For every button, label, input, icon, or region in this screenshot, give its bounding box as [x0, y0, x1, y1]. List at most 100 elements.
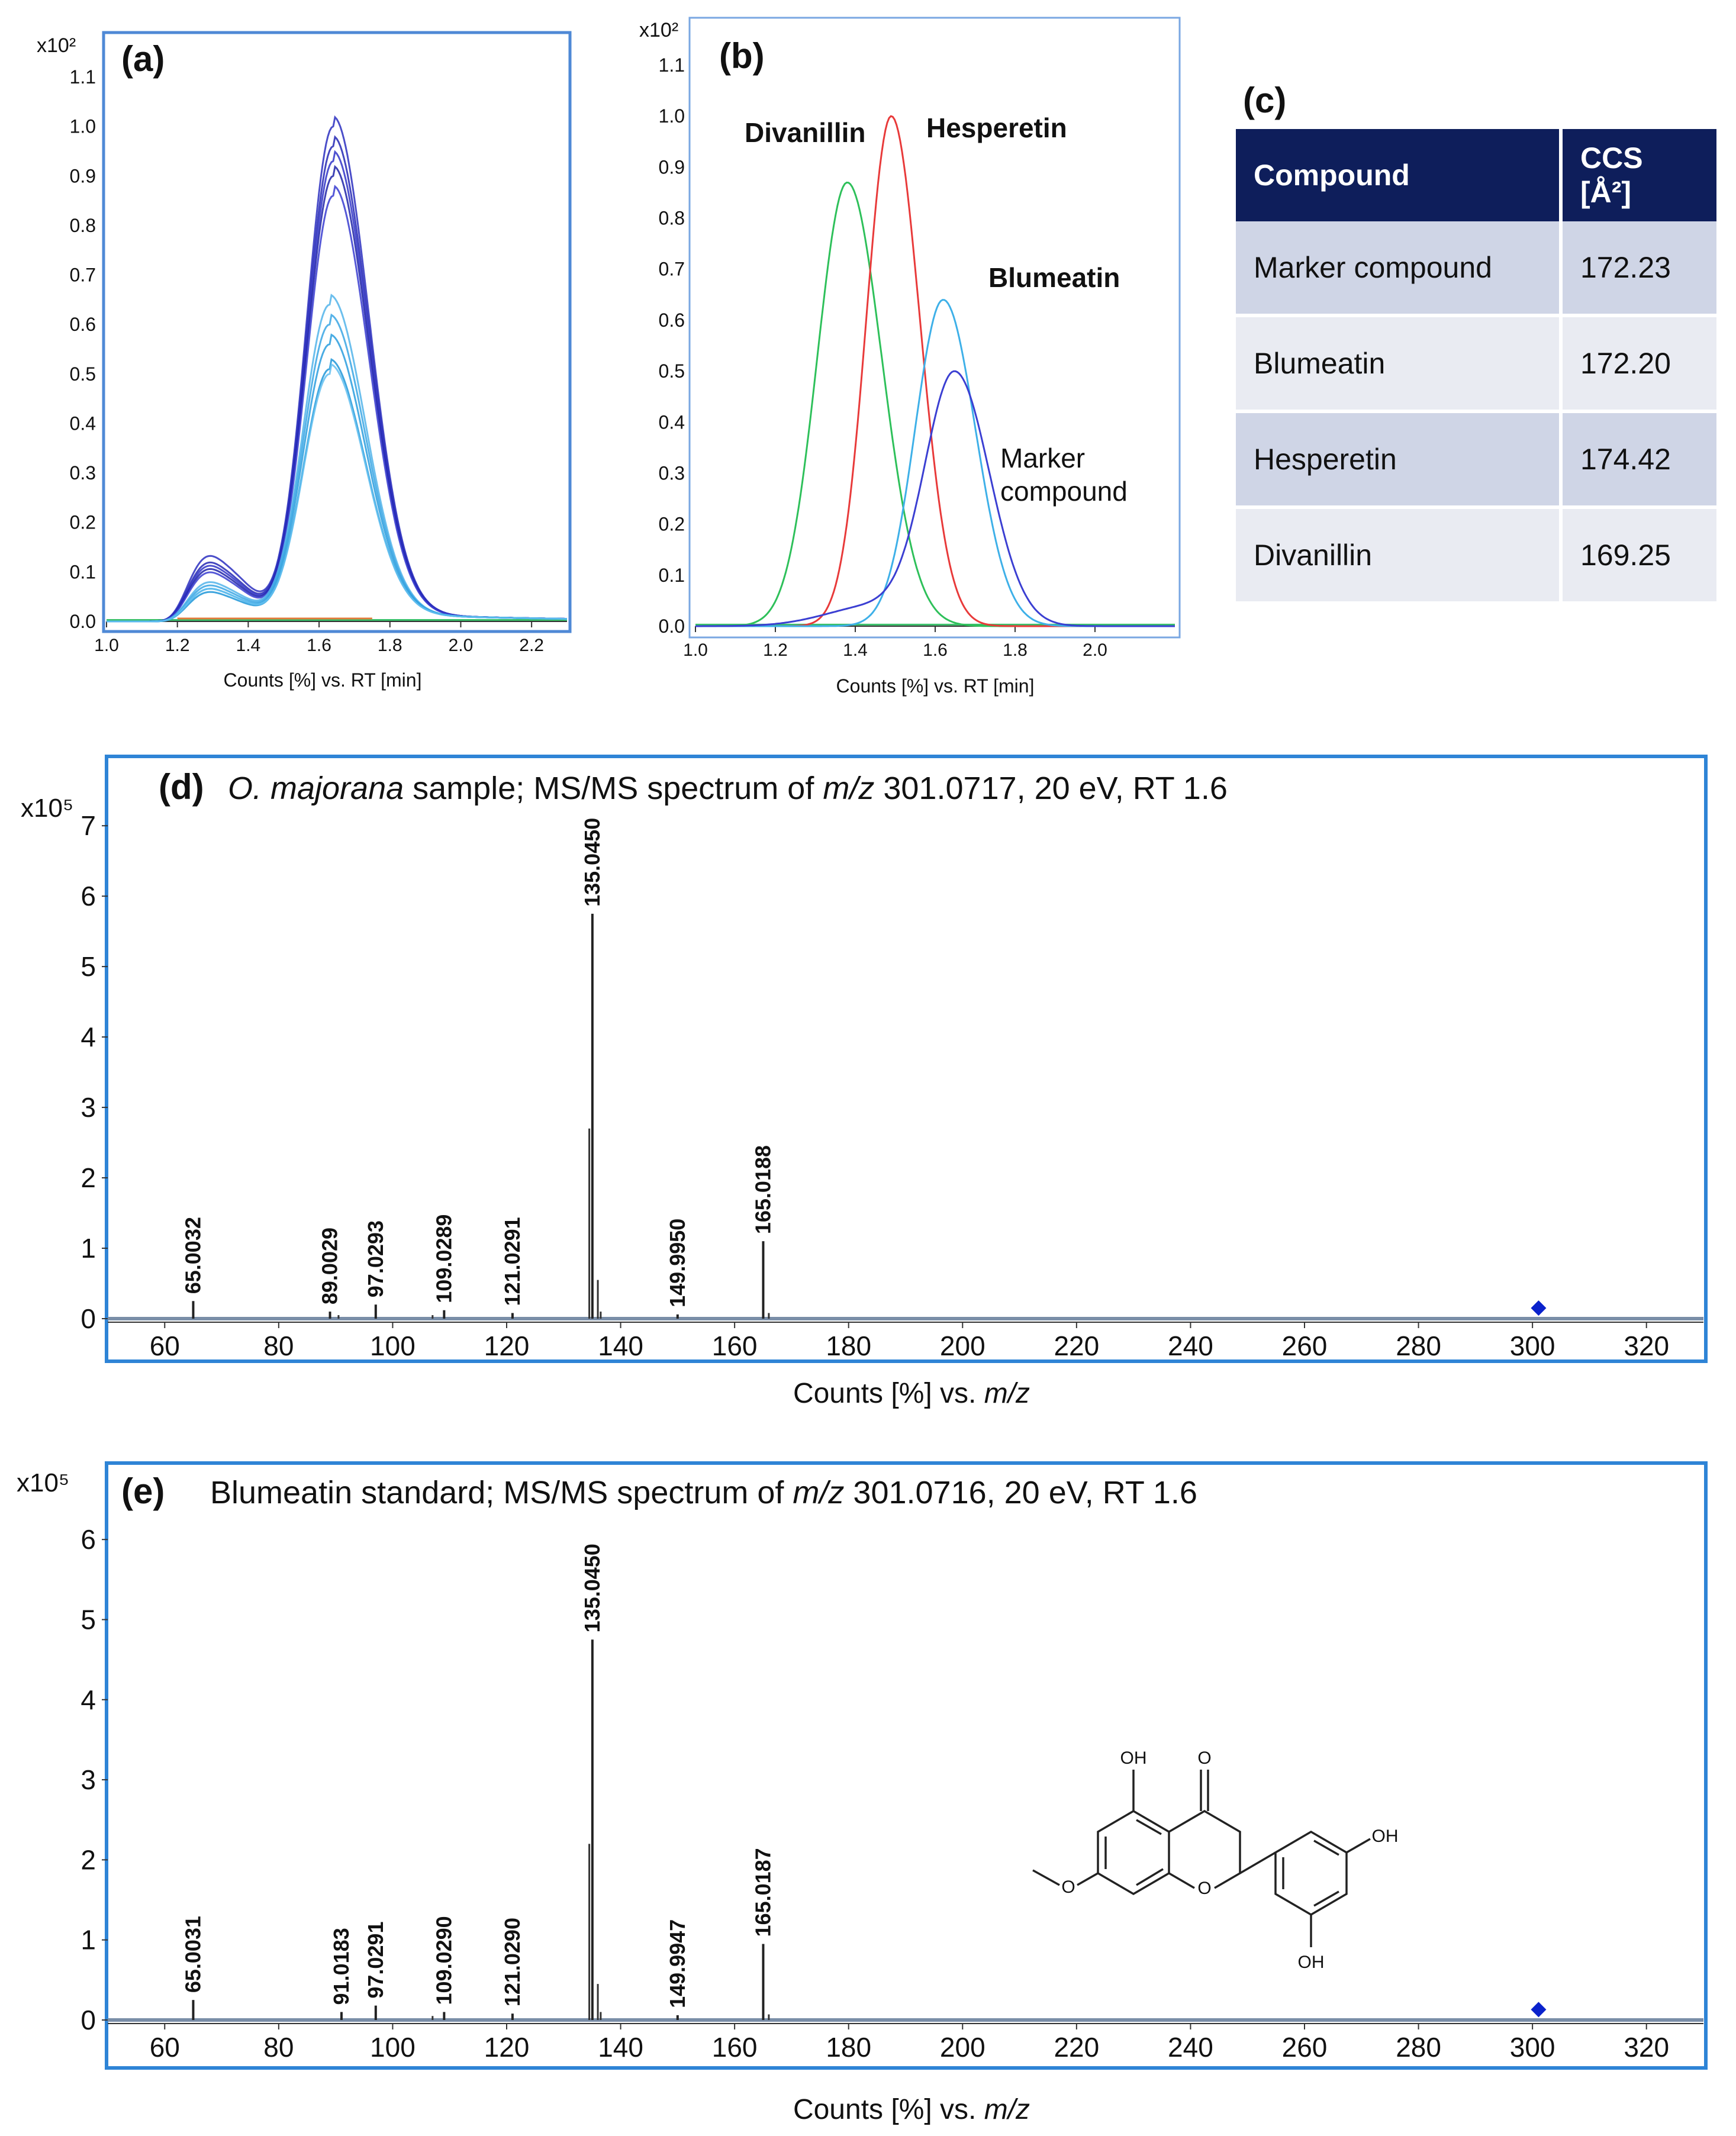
panel-b-label: (b) [719, 36, 765, 76]
structure-methoxy-o: O [1061, 1877, 1075, 1897]
panel-d-title-tail: 301.0717, 20 eV, RT 1.6 [874, 771, 1228, 806]
panel-d-x-axis-label-italic: m/z [984, 1378, 1030, 1409]
y-tick-label: 0.5 [659, 360, 685, 382]
ccs-table-compound: Divanillin [1236, 505, 1559, 601]
y-tick-label: 0.6 [70, 314, 96, 335]
x-tick-label: 140 [598, 2032, 643, 2063]
y-tick-label: 0.2 [70, 512, 96, 533]
table-row: Marker compound 172.23 [1236, 221, 1716, 314]
ccs-table-compound: Blumeatin [1236, 314, 1559, 410]
panel-e-multiplier: x10⁵ [17, 1468, 69, 1497]
y-tick-label: 1 [80, 1925, 96, 1955]
peak-label: 65.0031 [181, 1916, 205, 1993]
panel-d-multiplier: x10⁵ [21, 794, 73, 823]
peak-label: 97.0293 [363, 1220, 388, 1297]
series-label-line: compound [1000, 476, 1128, 507]
y-tick-label: 1.0 [70, 116, 96, 137]
table-row: Blumeatin 172.20 [1236, 314, 1716, 410]
ccs-table-header-ccs: CCS [Å²] [1559, 129, 1716, 221]
ccs-table-value: 174.42 [1559, 410, 1716, 505]
x-tick-label: 1.2 [165, 636, 190, 655]
y-tick-label: 4 [80, 1684, 96, 1715]
y-tick-label: 1.0 [659, 105, 685, 127]
panel-e-x-axis-label-plain: Counts [%] vs. [793, 2094, 984, 2125]
peak-label: 149.9950 [665, 1219, 690, 1307]
x-tick-label: 220 [1054, 1330, 1099, 1361]
panel-b-x-axis-label: Counts [%] vs. RT [min] [836, 675, 1035, 697]
x-tick-label: 260 [1282, 1330, 1328, 1361]
x-tick-label: 200 [940, 1330, 985, 1361]
structure-oh-top: OH [1120, 1748, 1147, 1768]
peak-label: 65.0032 [181, 1217, 205, 1294]
y-tick-label: 0.4 [659, 411, 685, 433]
y-tick-label: 3 [80, 1092, 96, 1123]
peak-label: 89.0029 [318, 1228, 342, 1304]
x-tick-label: 1.4 [236, 636, 261, 655]
structure-oh-bottom: OH [1298, 1953, 1325, 1972]
y-tick-label: 0.8 [70, 215, 96, 236]
x-tick-label: 1.4 [843, 640, 868, 660]
x-tick-label: 300 [1510, 1330, 1555, 1361]
x-tick-label: 2.0 [1083, 640, 1107, 660]
panel-a: (a) x10² 1.0 1.2 1.4 1.6 1.8 2.0 2.2 0.0 0.1 0.2 0… [37, 31, 572, 691]
panel-e-title-mz: m/z [793, 1475, 844, 1510]
y-tick-label: 0.2 [659, 514, 685, 535]
panel-d-axes: 60 80 100 120 140 160 180 200 220 240 260 280 300 320… [80, 810, 1703, 1361]
panel-e-x-axis-label-italic: m/z [984, 2094, 1030, 2125]
panel-e-frame [105, 1461, 1708, 2070]
x-tick-label: 280 [1396, 2032, 1441, 2063]
peak-label: 135.0450 [580, 818, 604, 907]
x-tick-label: 300 [1510, 2032, 1555, 2063]
x-tick-label: 1.0 [94, 636, 119, 655]
structure-ring-a-double-bond-3 [1136, 1819, 1162, 1835]
y-tick-label: 0.7 [70, 265, 96, 286]
chromatogram-trace [107, 363, 567, 623]
x-tick-label: 60 [150, 1330, 180, 1361]
x-tick-label: 120 [484, 2032, 530, 2063]
structure-ring-c-o-bond [1168, 1872, 1195, 1889]
y-tick-label: 0.9 [70, 165, 96, 186]
x-tick-label: 80 [263, 1330, 294, 1361]
y-tick-label: 0.1 [70, 561, 96, 582]
peak-label: 109.0289 [431, 1214, 456, 1303]
y-tick-label: 6 [80, 1524, 96, 1555]
y-tick-label: 0.6 [659, 310, 685, 331]
x-tick-label: 1.8 [1003, 640, 1028, 660]
chromatogram-trace [107, 165, 567, 623]
y-tick-label: 0.3 [70, 462, 96, 484]
structure-ring-b-double-bond-3 [1313, 1890, 1339, 1907]
panel-b-frame [688, 17, 1181, 639]
series-label: Marker compound [1000, 443, 1128, 507]
x-tick-label: 100 [370, 2032, 416, 2063]
structure-ring-o: O [1197, 1879, 1211, 1898]
structure-ring-b-link [1239, 1851, 1276, 1874]
peak-label: 91.0183 [329, 1928, 353, 2005]
panel-d-title-mz: m/z [823, 771, 874, 806]
panel-d: (d) O. majorana sample; MS/MS spectrum o… [21, 755, 1708, 1409]
peak-label: 97.0291 [363, 1922, 388, 1999]
panel-a-multiplier: x10² [37, 34, 76, 57]
peak-label: 149.9947 [665, 1919, 690, 2008]
y-tick-label: 5 [80, 1604, 96, 1635]
x-tick-label: 1.8 [378, 636, 402, 655]
y-tick-label: 2 [80, 1162, 96, 1193]
y-tick-label: 0.0 [70, 611, 96, 632]
y-tick-label: 0.8 [659, 208, 685, 229]
peak-label: 121.0291 [500, 1217, 524, 1306]
ccs-table-value: 172.23 [1559, 221, 1716, 314]
ccs-table-value: 172.20 [1559, 314, 1716, 410]
y-tick-label: 0 [80, 2005, 96, 2035]
chromatogram-trace [107, 333, 567, 623]
x-tick-label: 120 [484, 1330, 530, 1361]
structure-oh-right: OH [1372, 1826, 1399, 1846]
x-tick-label: 1.6 [923, 640, 948, 660]
y-tick-label: 3 [80, 1764, 96, 1795]
x-tick-label: 280 [1396, 1330, 1441, 1361]
x-tick-label: 320 [1624, 2032, 1669, 2063]
chromatogram-trace-hesperetin [695, 115, 1175, 627]
x-tick-label: 80 [263, 2032, 294, 2063]
chromatogram-trace [107, 294, 567, 623]
y-tick-label: 0.4 [70, 413, 96, 434]
peak-label: 121.0290 [500, 1918, 524, 2006]
panel-a-frame [102, 31, 572, 633]
